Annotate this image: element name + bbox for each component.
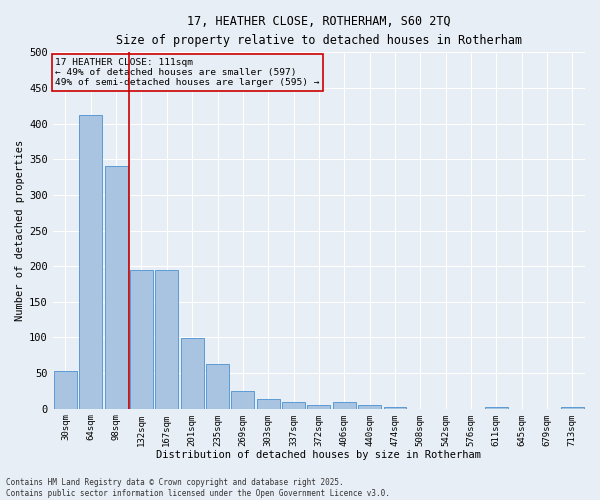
Text: Contains HM Land Registry data © Crown copyright and database right 2025.
Contai: Contains HM Land Registry data © Crown c… (6, 478, 390, 498)
Y-axis label: Number of detached properties: Number of detached properties (15, 140, 25, 321)
Text: 17 HEATHER CLOSE: 111sqm
← 49% of detached houses are smaller (597)
49% of semi-: 17 HEATHER CLOSE: 111sqm ← 49% of detach… (55, 58, 320, 88)
Bar (54, 371, 77, 408)
Bar (105, 166, 128, 408)
Bar (232, 391, 254, 408)
Bar (155, 270, 178, 408)
Bar (130, 270, 153, 408)
Bar (206, 364, 229, 408)
Bar (561, 406, 584, 408)
Bar (358, 405, 381, 408)
Bar (257, 398, 280, 408)
Bar (79, 115, 102, 408)
Title: 17, HEATHER CLOSE, ROTHERHAM, S60 2TQ
Size of property relative to detached hous: 17, HEATHER CLOSE, ROTHERHAM, S60 2TQ Si… (116, 15, 522, 47)
Bar (485, 406, 508, 408)
X-axis label: Distribution of detached houses by size in Rotherham: Distribution of detached houses by size … (157, 450, 481, 460)
Bar (282, 402, 305, 408)
Bar (307, 405, 330, 408)
Bar (181, 338, 203, 408)
Bar (333, 402, 356, 408)
